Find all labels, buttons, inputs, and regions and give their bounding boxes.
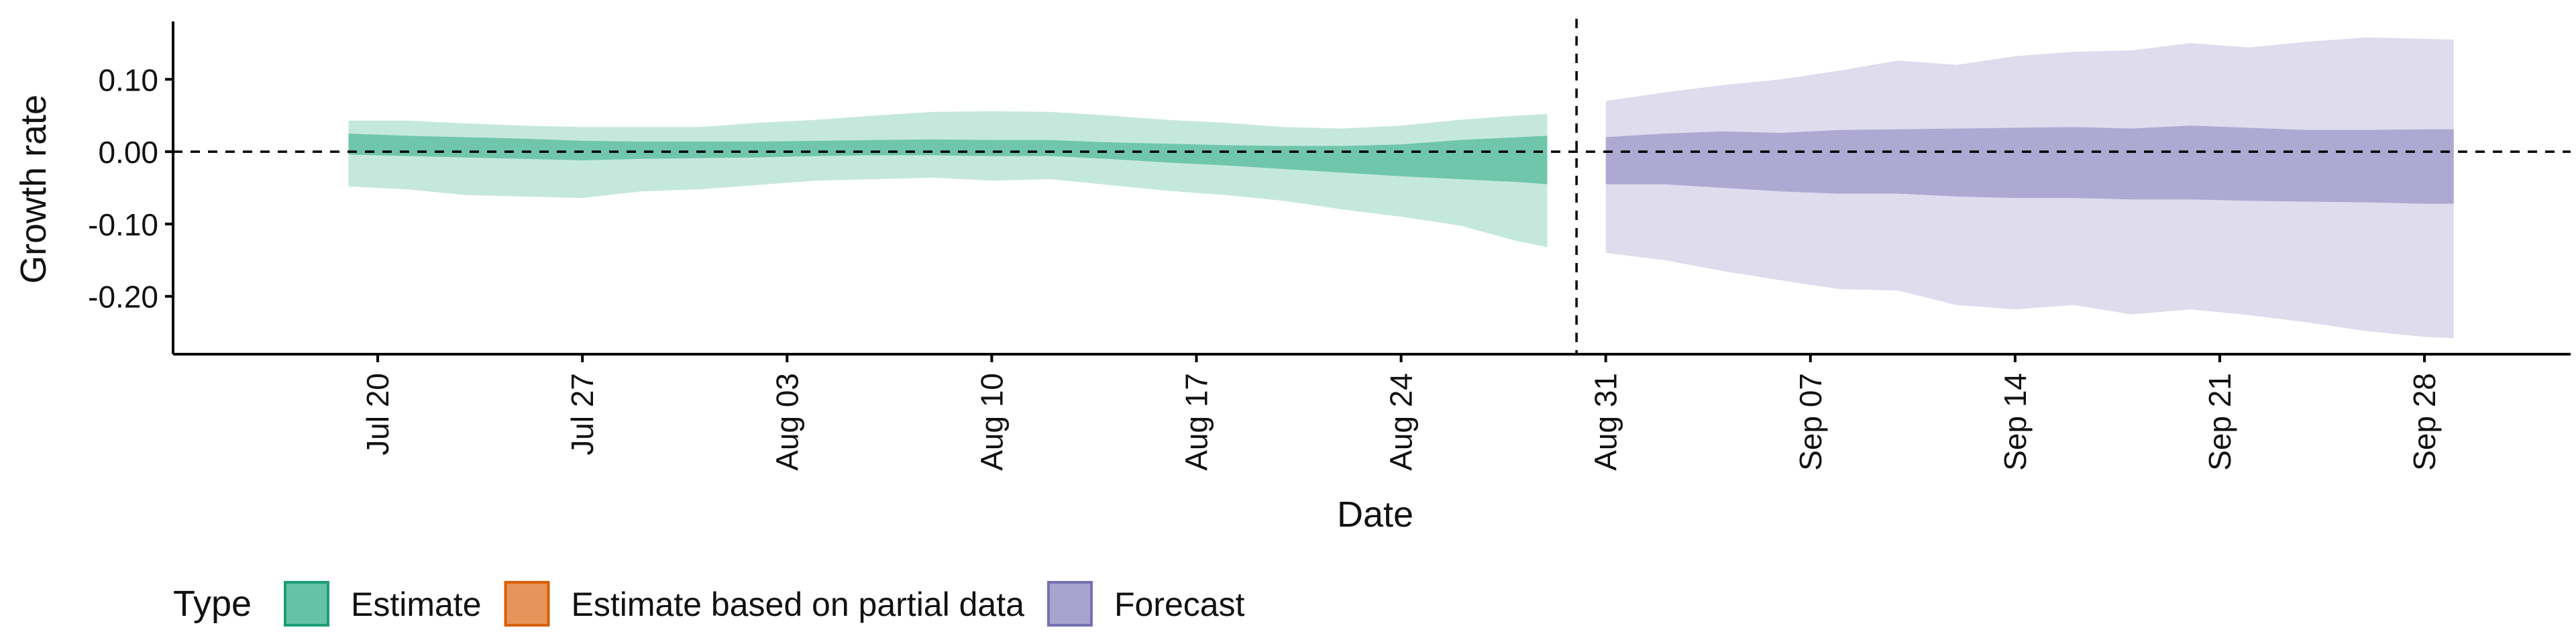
- legend-item-partial: Estimate based on partial data: [504, 581, 1025, 627]
- ribbon-layer: [348, 37, 2454, 339]
- x-tick-label: Aug 31: [1589, 373, 1623, 471]
- legend-swatch-estimate: [284, 581, 329, 627]
- forecast-50-interval-band: [1605, 125, 2454, 204]
- x-tick-label: Sep 28: [2407, 373, 2442, 471]
- legend: Type Estimate Estimate based on partial d…: [173, 581, 1245, 627]
- x-axis-title: Date: [1337, 494, 1413, 535]
- legend-items: Estimate Estimate based on partial data Fo…: [284, 581, 1245, 627]
- x-tick-label: Sep 21: [2202, 373, 2237, 471]
- y-tick-label: 0.00: [98, 135, 158, 170]
- y-tick-label: -0.20: [88, 280, 158, 315]
- axes: 0.10 0.00 -0.10 -0.20 Jul 20 Jul 27 Aug 03 Aug …: [88, 21, 2571, 471]
- x-tick-label: Aug 24: [1384, 373, 1419, 471]
- x-tick-label: Aug 17: [1179, 373, 1214, 471]
- legend-swatch-partial: [504, 581, 550, 627]
- legend-title: Type: [173, 584, 252, 624]
- x-tick-label: Aug 03: [769, 373, 804, 471]
- legend-label-partial: Estimate based on partial data: [572, 586, 1025, 623]
- x-tick-label: Jul 20: [360, 373, 395, 455]
- y-tick-label: 0.10: [98, 62, 158, 97]
- legend-item-forecast: Forecast: [1046, 581, 1245, 627]
- x-tick-label: Jul 27: [565, 373, 600, 455]
- x-tick-label: Sep 07: [1793, 373, 1828, 471]
- y-axis-title: Growth rate: [13, 95, 54, 284]
- y-tick-label: -0.10: [88, 207, 158, 242]
- estimate-50-interval-band: [348, 133, 1548, 184]
- legend-item-estimate: Estimate: [284, 581, 482, 627]
- estimate-90-interval-band: [348, 111, 1548, 248]
- legend-swatch-forecast: [1046, 581, 1093, 627]
- x-tick-label: Sep 14: [1998, 373, 2033, 471]
- legend-label-forecast: Forecast: [1114, 586, 1245, 623]
- x-tick-label: Aug 10: [974, 373, 1009, 471]
- legend-label-estimate: Estimate: [351, 586, 482, 623]
- reference-lines: [173, 19, 2571, 354]
